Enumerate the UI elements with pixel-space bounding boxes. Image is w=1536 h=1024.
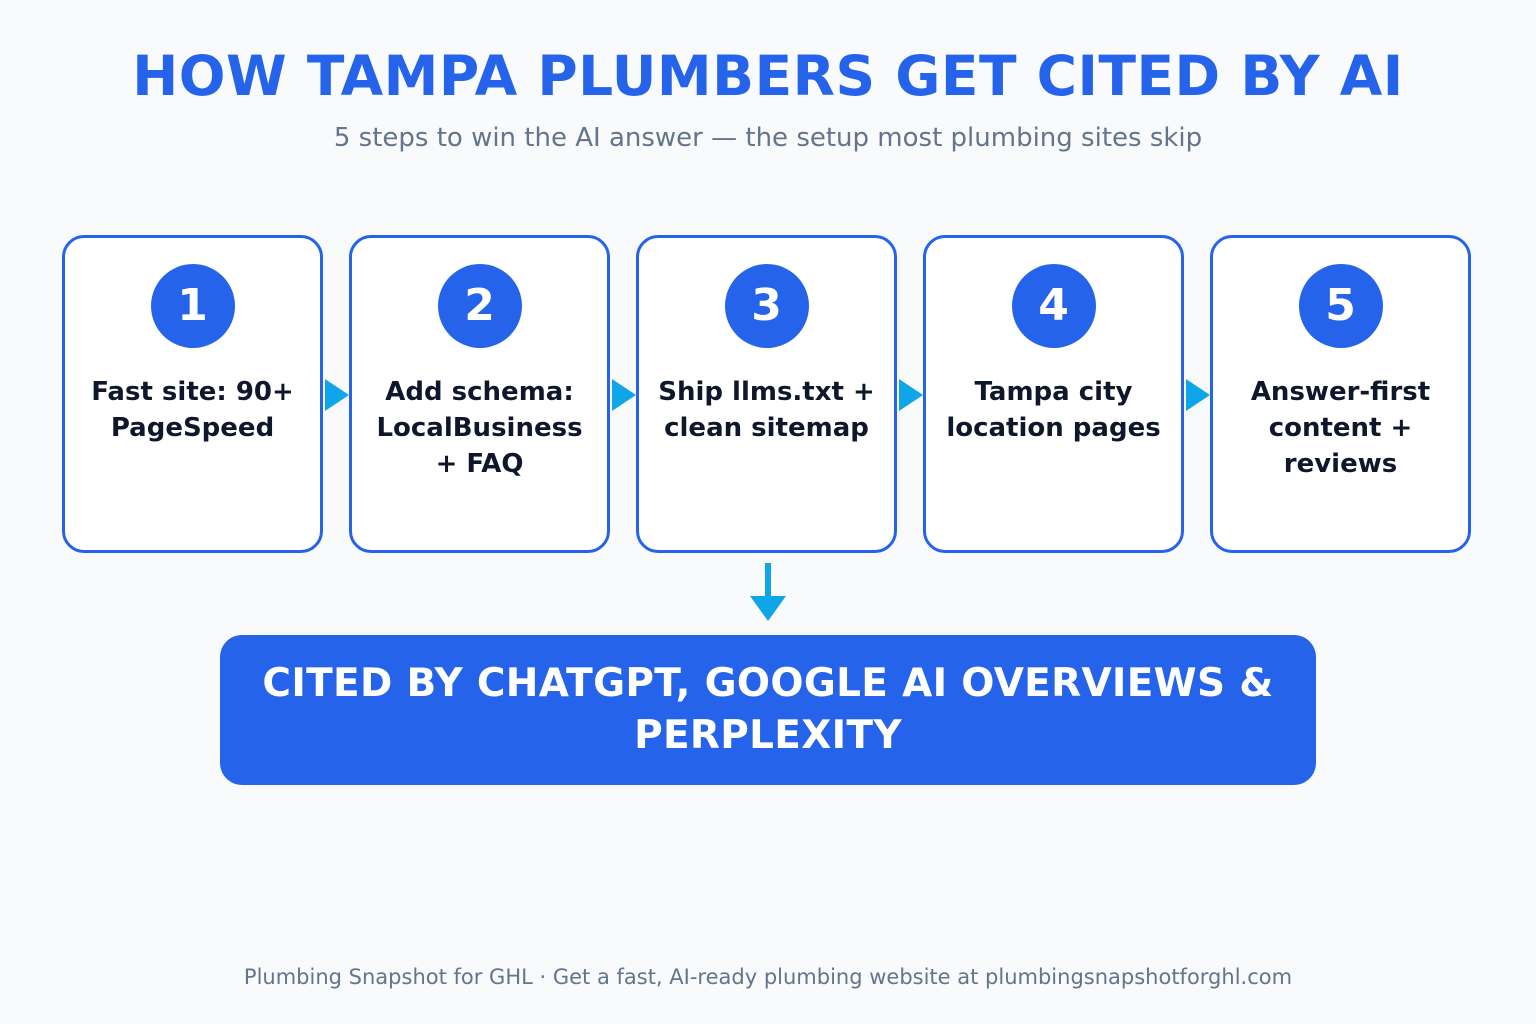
step-number-badge: 1 [150, 264, 235, 348]
step-number-badge: 5 [1298, 264, 1383, 348]
step-card-5: 5 Answer-first content + reviews [1210, 235, 1471, 553]
arrow-down-head-icon [750, 596, 786, 621]
arrow-down-icon [765, 563, 771, 599]
arrow-right-icon [612, 379, 636, 411]
step-card-2: 2 Add schema: LocalBusiness + FAQ [349, 235, 610, 553]
footer-text: Plumbing Snapshot for GHL · Get a fast, … [243, 965, 1293, 989]
step-number-badge: 4 [1011, 264, 1096, 348]
step-label: Answer-first content + reviews [1250, 377, 1431, 479]
arrow-right-icon [1186, 379, 1210, 411]
step-card-4: 4 Tampa city location pages [923, 235, 1184, 553]
result-banner: CITED BY CHATGPT, GOOGLE AI OVERVIEWS & … [220, 635, 1316, 785]
arrow-right-icon [899, 379, 923, 411]
step-card-1: 1 Fast site: 90+ PageSpeed [62, 235, 323, 553]
step-number-badge: 3 [724, 264, 809, 348]
page-title: HOW TAMPA PLUMBERS GET CITED BY AI [132, 44, 1404, 108]
step-number-badge: 2 [437, 264, 522, 348]
page-subtitle: 5 steps to win the AI answer — the setup… [333, 123, 1203, 153]
step-label: Fast site: 90+ PageSpeed [91, 377, 294, 443]
result-text: CITED BY CHATGPT, GOOGLE AI OVERVIEWS & … [262, 661, 1274, 758]
step-label: Add schema: LocalBusiness + FAQ [376, 377, 583, 479]
step-card-3: 3 Ship llms.txt + clean sitemap [636, 235, 897, 553]
step-label: Ship llms.txt + clean sitemap [658, 377, 875, 443]
arrow-right-icon [325, 379, 349, 411]
step-label: Tampa city location pages [946, 377, 1161, 443]
